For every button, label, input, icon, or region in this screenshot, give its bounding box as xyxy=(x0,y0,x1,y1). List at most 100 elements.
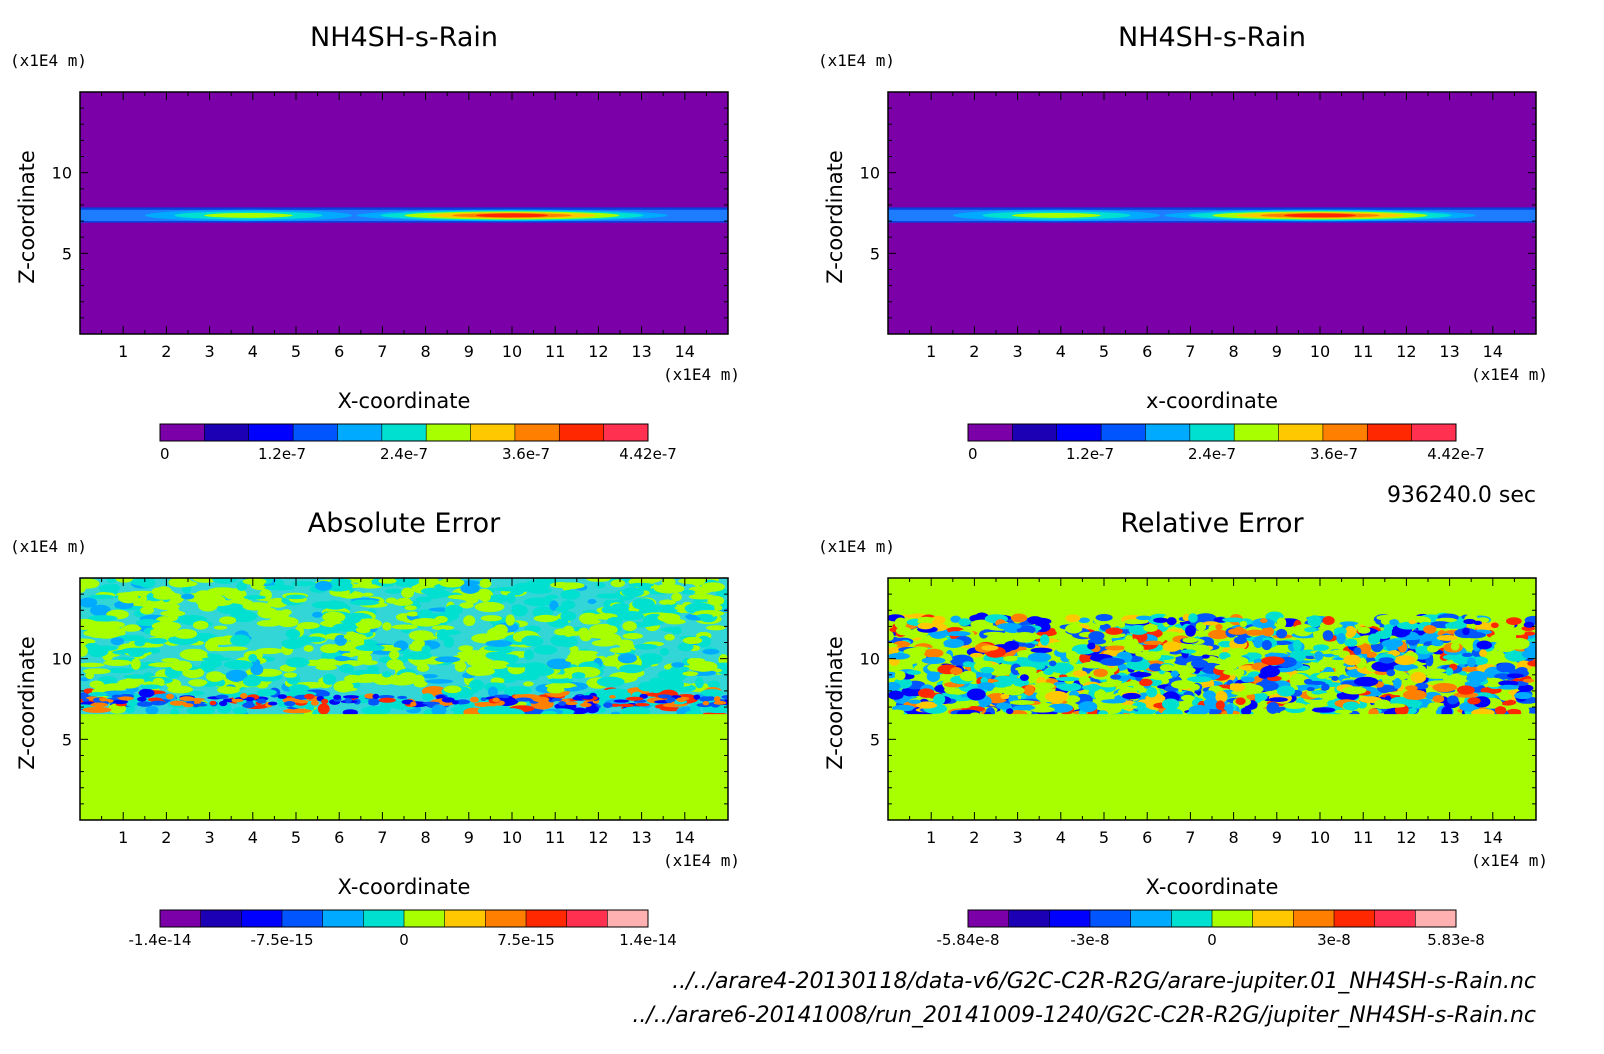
noise-blob xyxy=(1467,697,1481,705)
x-tick-label: 12 xyxy=(1396,828,1416,847)
noise-blob xyxy=(1078,701,1098,713)
colorbar-swatch xyxy=(337,424,383,441)
band-noise xyxy=(165,693,174,700)
band-noise xyxy=(515,697,533,702)
noise-blob xyxy=(1056,683,1076,690)
x-tick-label: 12 xyxy=(588,828,608,847)
noise-blob xyxy=(1226,703,1234,716)
noise-blob xyxy=(217,686,240,694)
colorbar-swatch xyxy=(1012,424,1058,441)
band-noise xyxy=(441,697,455,703)
noise-blob xyxy=(317,703,330,715)
noise-blob xyxy=(479,578,492,588)
noise-blob xyxy=(991,681,1012,688)
noise-blob xyxy=(288,684,310,693)
noise-blob xyxy=(243,595,266,600)
noise-blob xyxy=(958,618,971,627)
noise-blob xyxy=(1031,617,1052,625)
noise-blob xyxy=(565,657,587,663)
band-noise xyxy=(581,695,594,700)
colorbar-swatch xyxy=(1189,424,1235,441)
noise-blob xyxy=(1105,627,1123,635)
noise-blob xyxy=(1000,693,1010,700)
noise-blob xyxy=(192,578,219,583)
noise-blob xyxy=(571,672,586,679)
x-tick-label: 13 xyxy=(1439,828,1459,847)
y-unit-label: (x1E4 m) xyxy=(10,537,87,556)
band-noise xyxy=(613,699,630,703)
colorbar-label: 3e-8 xyxy=(1317,931,1351,949)
noise-blob xyxy=(664,633,675,641)
noise-blob xyxy=(315,664,338,671)
noise-blob xyxy=(596,593,623,599)
noise-blob xyxy=(349,599,380,606)
noise-blob xyxy=(1522,678,1535,683)
colorbar-swatch xyxy=(1367,424,1413,441)
colorbar-swatch xyxy=(526,910,568,927)
colorbar-label: 1.2e-7 xyxy=(258,445,306,463)
noise-blob xyxy=(1408,619,1417,625)
noise-blob xyxy=(632,598,655,610)
noise-blob xyxy=(256,688,277,697)
band-noise xyxy=(333,694,342,700)
y-axis-label: Z-coordinate xyxy=(823,150,847,284)
noise-blob xyxy=(216,603,247,615)
noise-blob xyxy=(1003,655,1018,662)
noise-blob xyxy=(205,671,224,682)
noise-blob xyxy=(1180,649,1197,654)
noise-blob xyxy=(1445,667,1454,676)
noise-blob xyxy=(1122,692,1141,700)
noise-blob xyxy=(682,671,699,677)
noise-blob xyxy=(1078,617,1090,624)
x-tick-label: 7 xyxy=(1185,342,1195,361)
colorbar-label: -5.84e-8 xyxy=(937,931,1000,949)
x-tick-label: 2 xyxy=(969,828,979,847)
y-unit-label: (x1E4 m) xyxy=(818,537,895,556)
colorbar-swatch xyxy=(1234,424,1280,441)
noise-blob xyxy=(386,658,404,670)
noise-blob xyxy=(1322,616,1335,626)
noise-blob xyxy=(123,674,150,679)
colorbar-swatch xyxy=(241,910,283,927)
x-tick-label: 2 xyxy=(969,342,979,361)
noise-blob xyxy=(1185,625,1196,637)
noise-blob xyxy=(134,639,146,647)
noise-blob xyxy=(401,587,414,599)
noise-blob xyxy=(1003,640,1020,651)
noise-blob xyxy=(281,638,308,647)
noise-blob xyxy=(1490,622,1499,629)
noise-blob xyxy=(1316,674,1330,679)
noise-blob xyxy=(1234,626,1245,633)
noise-blob xyxy=(663,604,673,611)
noise-blob xyxy=(1521,649,1536,659)
noise-blob xyxy=(611,603,630,610)
band-noise xyxy=(368,700,379,706)
colorbar-label: 3.6e-7 xyxy=(1310,445,1358,463)
band-noise xyxy=(603,702,613,708)
noise-blob xyxy=(1257,692,1268,701)
band-noise xyxy=(378,697,396,703)
noise-blob xyxy=(431,625,455,631)
noise-blob xyxy=(493,624,508,636)
noise-blob xyxy=(342,709,358,716)
band-noise xyxy=(277,694,287,699)
noise-blob xyxy=(264,584,295,591)
noise-blob xyxy=(1015,666,1037,672)
noise-blob xyxy=(1313,644,1330,651)
noise-blob xyxy=(585,705,599,714)
noise-blob xyxy=(85,671,95,680)
colorbar-swatch xyxy=(1278,424,1324,441)
noise-blob xyxy=(1322,630,1334,641)
noise-blob xyxy=(1376,614,1395,621)
noise-blob xyxy=(682,636,703,645)
noise-blob xyxy=(1276,628,1288,639)
noise-blob xyxy=(992,663,1002,674)
noise-blob xyxy=(917,622,934,630)
band-noise xyxy=(268,701,278,706)
noise-blob xyxy=(88,691,108,697)
noise-blob xyxy=(888,631,894,641)
colorbar-swatch xyxy=(1130,910,1172,927)
noise-blob xyxy=(117,678,141,689)
noise-blob xyxy=(362,592,374,597)
noise-blob xyxy=(962,661,974,668)
